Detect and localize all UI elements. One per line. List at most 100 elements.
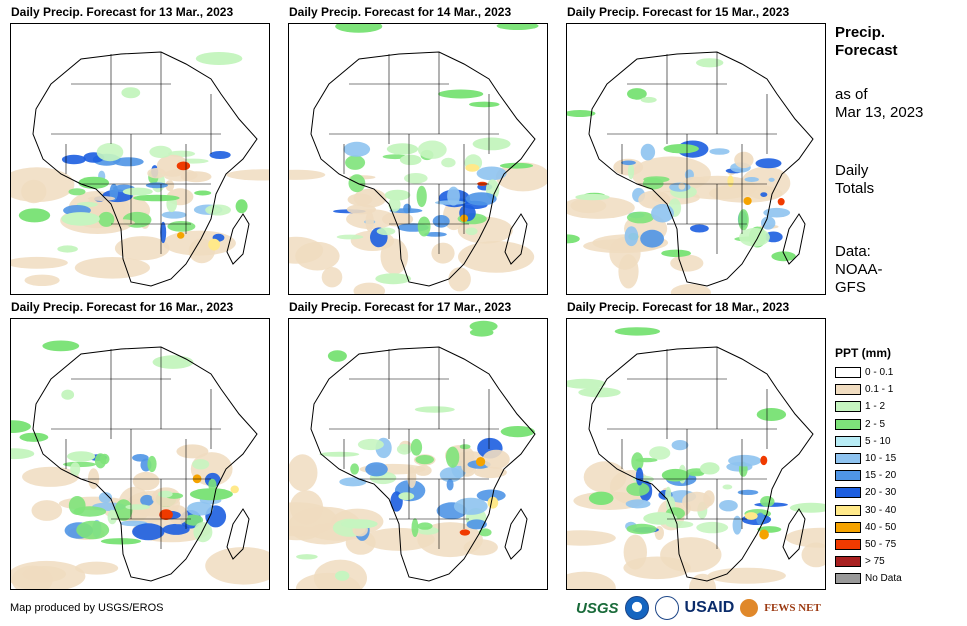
precip-blob — [476, 166, 507, 181]
panel-title: Daily Precip. Forecast for 13 Mar., 2023 — [11, 5, 234, 19]
dry-patch — [22, 466, 79, 487]
precip-blob — [132, 523, 165, 541]
precip-blob — [482, 449, 510, 469]
precip-blob — [187, 501, 214, 516]
dry-patch — [623, 556, 691, 580]
heavy-precip-cell — [159, 509, 173, 520]
ocean-precip — [67, 451, 96, 462]
precip-blob — [739, 228, 770, 247]
precip-blob — [388, 197, 401, 212]
ocean-precip — [189, 488, 233, 501]
legend-label: No Data — [865, 573, 902, 585]
precip-blob — [465, 192, 497, 206]
ocean-precip — [756, 408, 787, 421]
precip-blob — [626, 482, 650, 496]
precip-blob — [678, 182, 686, 190]
legend-item: 50 - 75 — [835, 536, 902, 553]
dry-patch — [567, 530, 616, 546]
data-line-1: Data: — [835, 243, 871, 260]
ocean-precip — [194, 190, 212, 196]
legend-item: 20 - 30 — [835, 484, 902, 501]
ocean-precip — [567, 110, 596, 117]
madagascar-outline — [504, 508, 528, 560]
ocean-precip — [152, 355, 194, 369]
precip-blob — [96, 143, 124, 162]
heavy-precip-cell — [759, 529, 769, 540]
legend-label: 0.1 - 1 — [865, 384, 894, 396]
heavy-precip-cell — [487, 496, 499, 509]
precip-blob — [685, 176, 705, 185]
ocean-precip — [789, 502, 825, 513]
forecast-panel-1: Daily Precip. Forecast for 13 Mar., 2023 — [10, 5, 270, 295]
precip-blob — [70, 462, 81, 477]
precip-blob — [147, 168, 166, 179]
ocean-precip — [472, 137, 511, 151]
heavy-precip-cell — [465, 164, 480, 172]
precip-blob — [160, 221, 167, 244]
ocean-precip — [496, 24, 539, 30]
dry-patch — [670, 254, 704, 272]
dry-patch — [707, 567, 786, 584]
heavy-precip-cell — [743, 197, 752, 205]
ocean-precip — [100, 538, 142, 545]
precip-blob — [376, 227, 396, 236]
precip-blob — [193, 522, 213, 543]
legend-swatch — [835, 538, 861, 550]
africa-map-svg — [567, 327, 825, 589]
precip-blob — [640, 229, 664, 248]
africa-outline — [32, 346, 258, 582]
dry-patch — [289, 236, 324, 264]
ppt-legend: PPT (mm) 0 - 0.1 0.1 - 1 1 - 2 2 - 5 5 - 10 1… — [835, 346, 902, 587]
precip-blob — [176, 444, 209, 459]
ocean-precip — [567, 234, 580, 244]
ocean-precip — [438, 89, 484, 99]
fews-net-logo: FEWS NET — [764, 602, 821, 614]
dry-patch — [448, 267, 471, 292]
ocean-precip — [78, 176, 110, 189]
legend-item: 30 - 40 — [835, 502, 902, 519]
precip-blob — [719, 500, 738, 512]
precip-blob — [709, 148, 730, 155]
legend-swatch — [835, 367, 861, 379]
precip-blob — [132, 471, 160, 491]
panel-title: Daily Precip. Forecast for 18 Mar., 2023 — [567, 300, 790, 314]
precip-blob — [445, 446, 460, 468]
legend-label: 15 - 20 — [865, 470, 897, 482]
precip-blob — [73, 506, 107, 517]
dry-patch — [205, 547, 269, 585]
side-data-source: Data: NOAA- GFS — [835, 243, 883, 297]
precip-blob — [688, 471, 704, 477]
precip-blob — [671, 440, 689, 451]
heavy-precip-cell — [727, 175, 734, 188]
legend-label: 1 - 2 — [865, 401, 886, 413]
dry-patch — [31, 500, 63, 521]
legend-swatch — [835, 384, 861, 396]
precip-blob — [728, 454, 762, 467]
dry-patch — [11, 256, 68, 269]
ocean-precip — [11, 448, 35, 460]
ocean-precip — [235, 199, 248, 214]
precip-blob — [404, 173, 428, 184]
madagascar-outline — [226, 508, 250, 560]
precip-blob — [459, 444, 471, 450]
legend-swatch — [835, 418, 861, 430]
precip-blob — [722, 484, 733, 490]
precip-blob — [640, 143, 656, 161]
side-heading: Precip. Forecast — [835, 24, 898, 60]
legend-title: PPT (mm) — [835, 346, 892, 360]
ocean-precip — [11, 420, 31, 433]
dry-patch — [801, 542, 825, 568]
precip-blob — [147, 455, 157, 473]
dry-patch — [11, 167, 75, 203]
ocean-precip — [121, 87, 141, 99]
precip-blob — [439, 467, 462, 483]
precip-blob — [763, 207, 791, 218]
ocean-precip — [335, 570, 350, 581]
ocean-precip — [122, 187, 153, 196]
precip-blob — [417, 140, 447, 159]
legend-item: 5 - 10 — [835, 433, 902, 450]
dry-patch — [11, 560, 86, 589]
heavy-precip-cell — [476, 457, 486, 467]
ocean-precip — [661, 468, 689, 482]
precip-blob — [478, 528, 492, 537]
